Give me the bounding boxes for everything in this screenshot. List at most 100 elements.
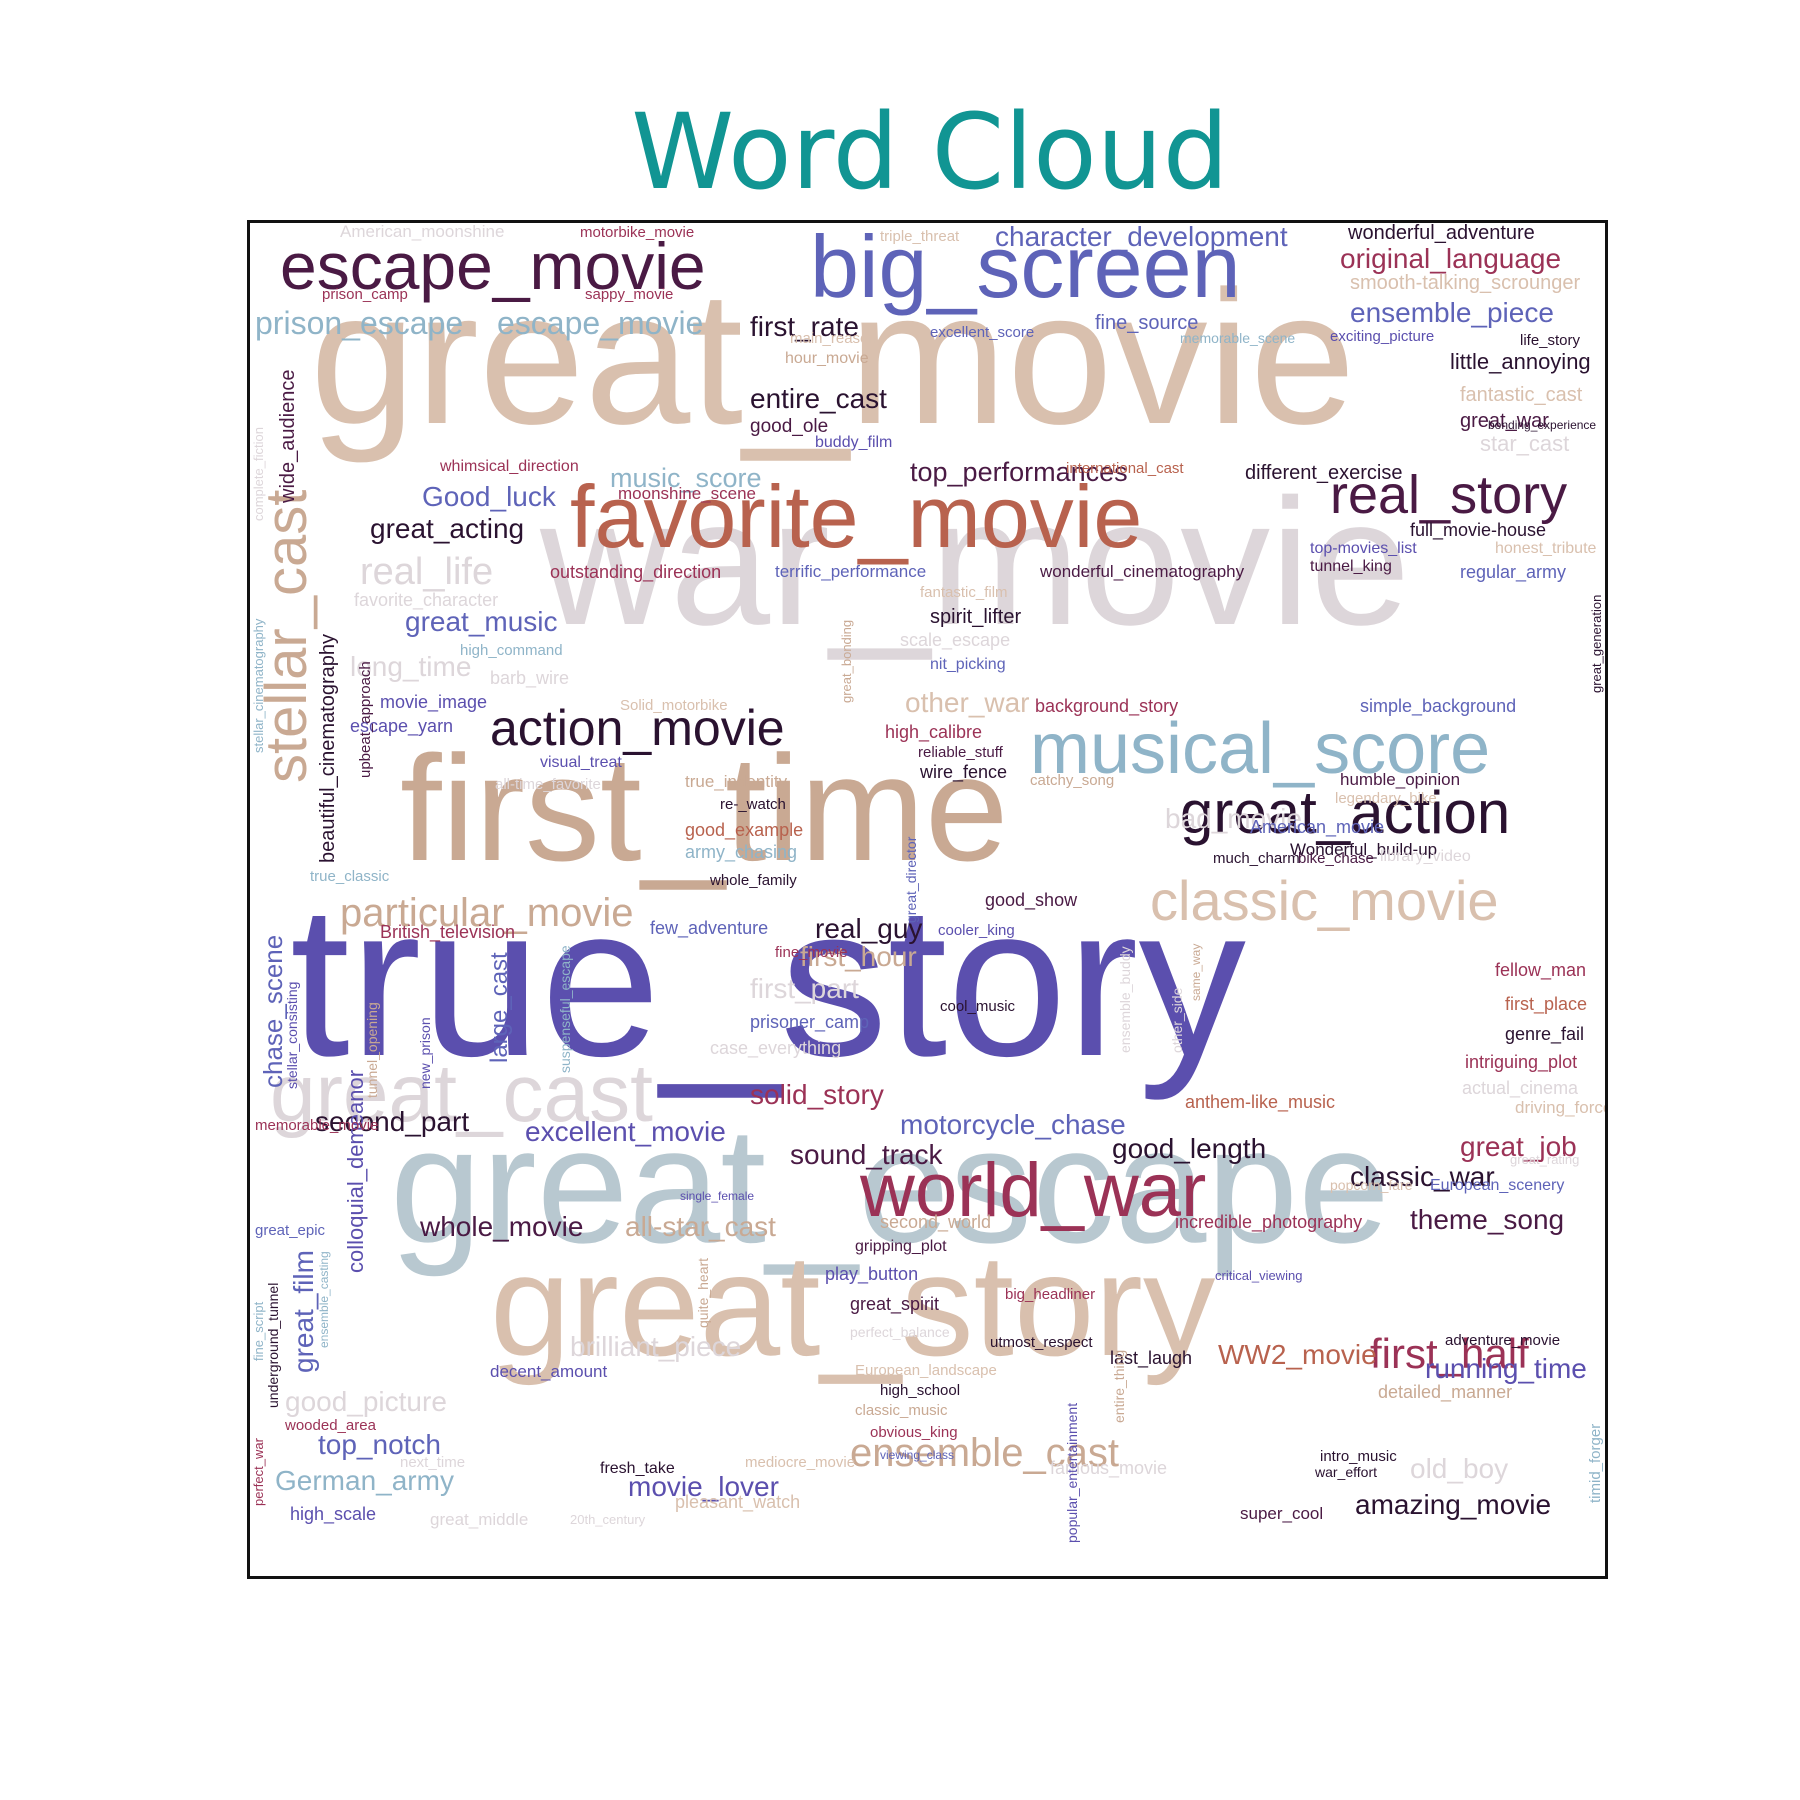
word: adventure_movie xyxy=(1445,1332,1561,1349)
word: moonshine_scene xyxy=(618,484,756,503)
word: classic_war xyxy=(1350,1161,1495,1192)
word: chase_scene xyxy=(258,934,288,1088)
word: exciting_picture xyxy=(1330,328,1435,345)
word: ensemble_cast xyxy=(850,1431,1120,1475)
word: movie_image xyxy=(380,692,488,712)
word: pleasant_watch xyxy=(675,1492,801,1512)
word: timid_forger xyxy=(1587,1423,1604,1503)
word: true_story xyxy=(290,860,1246,1101)
word: simple_background xyxy=(1360,696,1517,716)
word: memorable_scene xyxy=(1180,330,1296,346)
word: library_video xyxy=(1380,848,1471,865)
word: large_cast xyxy=(486,952,513,1063)
word: reliable_stuff xyxy=(918,744,1003,761)
word: colloquial_demeanor xyxy=(343,1069,368,1273)
word: humble_opinion xyxy=(1340,770,1461,789)
word: ensemble_casting xyxy=(317,1251,331,1348)
word: European_landscape xyxy=(855,1362,997,1379)
word: other_war xyxy=(905,687,1030,718)
word: barb_wire xyxy=(490,668,570,688)
word: wire_fence xyxy=(920,762,1008,782)
word: gripping_plot xyxy=(855,1238,947,1255)
word: critical_viewing xyxy=(1215,1268,1303,1283)
word: top_performances xyxy=(910,457,1128,487)
word: decent_amount xyxy=(490,1362,608,1381)
word: life_story xyxy=(1520,332,1581,349)
word: great_spirit xyxy=(850,1294,940,1314)
word: international_cast xyxy=(1066,460,1184,477)
word: actual_cinema xyxy=(1462,1078,1579,1098)
word: German_army xyxy=(275,1465,454,1496)
word: WW2_movie xyxy=(1218,1339,1377,1370)
word: wonderful_cinematography xyxy=(1040,562,1245,581)
word: second_part xyxy=(315,1106,470,1137)
word: obvious_king xyxy=(870,1424,958,1441)
word: scale_escape xyxy=(900,630,1011,650)
word: prison_escape xyxy=(255,305,464,341)
word: ensemble_piece xyxy=(1350,297,1554,328)
word: sound_track xyxy=(790,1139,943,1170)
word: great_escape xyxy=(390,1093,1390,1277)
word: motorcycle_chase xyxy=(900,1109,1126,1140)
word: viewing_class xyxy=(880,1448,955,1462)
word: top_notch xyxy=(318,1429,441,1460)
word: amazing_movie xyxy=(1355,1489,1552,1520)
word: smooth-talking_scrounger xyxy=(1350,272,1581,294)
word: war_movie xyxy=(540,462,1411,663)
word: wide_audience xyxy=(277,369,299,503)
word: perfect_balance xyxy=(850,1324,950,1340)
word: star_cast xyxy=(1480,431,1570,456)
word: same_way xyxy=(1189,943,1203,1001)
word: great_action xyxy=(1180,779,1511,846)
word: old_boy xyxy=(1410,1453,1509,1484)
word: big_headliner xyxy=(1005,1286,1096,1303)
word: case_everything xyxy=(710,1038,842,1058)
word: original_language xyxy=(1340,243,1562,274)
word: music_score xyxy=(610,463,762,493)
word: tunnel_king xyxy=(1310,558,1392,575)
word: great_rating xyxy=(1510,1152,1580,1167)
word: good_ole xyxy=(750,416,829,437)
word: favorite_movie xyxy=(570,467,1143,566)
word: high_school xyxy=(880,1382,961,1399)
word: great_epic xyxy=(255,1222,326,1239)
word: detailed_manner xyxy=(1378,1382,1513,1402)
word: first_hour xyxy=(800,941,917,972)
word: stellar_cinematography xyxy=(251,618,266,753)
word: running_time xyxy=(1425,1353,1587,1384)
word: fantastic_cast xyxy=(1460,384,1583,406)
word: great_music xyxy=(405,606,558,637)
word: whole_movie xyxy=(420,1211,584,1242)
word: real_life xyxy=(360,551,494,593)
word: legendary_bike xyxy=(1335,790,1437,807)
word: great_film xyxy=(288,1250,319,1373)
word: popcorn_fare xyxy=(1330,1177,1413,1193)
word: real_guy xyxy=(815,913,923,944)
word: stellar_consisting xyxy=(284,981,300,1089)
word: driving_force xyxy=(1515,1098,1608,1117)
page-title: Word Cloud xyxy=(631,91,1229,213)
word: next_time xyxy=(400,1454,466,1471)
word: top-movies_list xyxy=(1310,540,1417,557)
word: bike_chase xyxy=(1298,850,1374,867)
word: long_time xyxy=(350,651,472,682)
word: Wonderful_build-up xyxy=(1290,840,1438,859)
word: all-star_cast xyxy=(625,1211,776,1242)
word: famous_movie xyxy=(1050,1458,1168,1478)
word: last_laugh xyxy=(1110,1348,1193,1368)
word: main_reason xyxy=(790,330,877,347)
word: entire_cast xyxy=(750,383,887,414)
word: high_calibre xyxy=(885,722,983,742)
word: classic_music xyxy=(855,1402,948,1419)
word: Good_luck xyxy=(422,481,556,512)
word: suspenseful_escape xyxy=(557,945,573,1073)
word: real_story xyxy=(1330,465,1568,525)
word: super_cool xyxy=(1240,1504,1324,1523)
word: American_movie xyxy=(1250,817,1385,837)
word: incredible_photography xyxy=(1175,1212,1363,1232)
word: upbeat_approach xyxy=(357,661,374,778)
word: prison_camp xyxy=(322,286,408,303)
word: war_effort xyxy=(1315,1464,1377,1480)
word: great_job xyxy=(1460,1131,1577,1162)
word: mediocre_movie xyxy=(745,1454,856,1471)
